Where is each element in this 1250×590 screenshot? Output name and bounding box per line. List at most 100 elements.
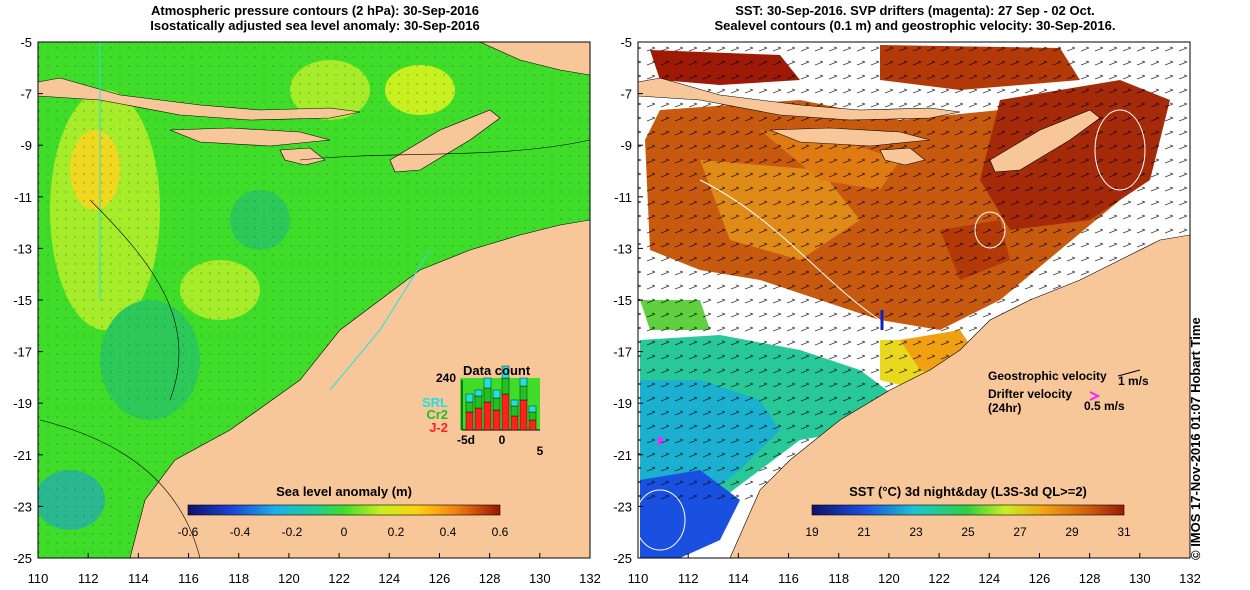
data-count-bar	[483, 401, 492, 431]
data-count-bar	[465, 411, 474, 431]
y-tick-label: -13	[613, 241, 632, 256]
sst-tick: 31	[1117, 525, 1131, 539]
data-count-bar	[465, 393, 474, 403]
timor-island	[389, 109, 501, 173]
sealevel-contour	[974, 211, 1006, 249]
sealevel-contour	[699, 179, 881, 321]
y-tick-label: -23	[613, 499, 632, 514]
y-tick-label: -19	[13, 396, 32, 411]
y-tick-label: -25	[613, 551, 632, 566]
sla-colorbar-label: Sea level anomaly (m)	[276, 484, 412, 499]
sla-tick: -0.6	[178, 525, 199, 539]
x-tick-label: 130	[529, 571, 551, 586]
sst-colorbar-ramp	[811, 504, 1125, 516]
drifter-velocity-scale: 0.5 m/s	[1084, 399, 1125, 413]
x-tick-label: 112	[78, 571, 99, 586]
sealevel-contour	[638, 489, 686, 551]
data-count-bar	[528, 405, 537, 413]
data-count-inset: Data count 240 SRL Cr2 J-2 -5d 0 5	[422, 363, 544, 458]
data-count-bars	[465, 365, 537, 431]
x-tick-label: 122	[328, 571, 350, 586]
dc-xlabel-5: 5	[537, 444, 544, 458]
lesser-sunda-islands	[169, 127, 331, 147]
sst-tick: 23	[909, 525, 923, 539]
x-tick-label: 120	[278, 571, 300, 586]
drifter-velocity-sublabel: (24hr)	[988, 401, 1021, 415]
geo-velocity-label: Geostrophic velocity	[988, 369, 1107, 383]
x-tick-label: 132	[1179, 571, 1201, 586]
velocity-legend: Geostrophic velocity 1 m/s Drifter veloc…	[988, 369, 1149, 415]
data-count-bar	[474, 407, 483, 431]
y-tick-label: -21	[13, 448, 32, 463]
y-tick-label: -9	[620, 138, 632, 153]
left-axes: 110 112 114 116 118 120 122 124 126 128 130 132 -5 -7…	[13, 35, 601, 586]
timor-island	[989, 109, 1101, 173]
sla-colorbar-ticks: -0.6 -0.4 -0.2 0 0.2 0.4 0.6	[178, 525, 509, 539]
data-count-bar	[492, 397, 501, 411]
data-count-bar	[483, 377, 492, 389]
data-count-ymax: 240	[436, 371, 456, 385]
left-title: Atmospheric pressure contours (2 hPa): 3…	[40, 3, 590, 33]
drifter-velocity-arrow	[1089, 391, 1101, 401]
sla-tick: 0	[341, 525, 348, 539]
right-map	[638, 42, 1190, 558]
drifter-track-magenta	[658, 436, 664, 446]
sla-tick: 0.6	[492, 525, 509, 539]
data-count-bar	[501, 377, 510, 395]
y-tick-label: -17	[613, 345, 632, 360]
x-tick-label: 118	[228, 571, 249, 586]
x-tick-label: 128	[1079, 571, 1101, 586]
australia-land	[729, 234, 1190, 558]
x-tick-label: 126	[1029, 571, 1051, 586]
sla-tick: -0.2	[282, 525, 303, 539]
y-tick-label: -25	[13, 551, 32, 566]
y-tick-label: -7	[20, 87, 32, 102]
y-tick-label: -11	[14, 190, 32, 205]
x-tick-label: 122	[928, 571, 950, 586]
pressure-contour	[39, 419, 201, 558]
data-count-bar	[492, 409, 501, 431]
y-tick-label: -21	[613, 448, 632, 463]
geo-velocity-scale: 1 m/s	[1118, 374, 1149, 388]
data-count-bar	[510, 399, 519, 407]
right-axes: 110 112 114 116 118 120 122 124 126 128 130 132 -5 -7…	[613, 35, 1201, 586]
sumba-island	[879, 147, 926, 166]
legend-cr2: Cr2	[426, 407, 448, 422]
sealevel-contour	[1094, 109, 1146, 191]
left-map	[38, 42, 590, 558]
data-count-bar	[528, 419, 537, 431]
pressure-contour	[89, 199, 180, 401]
sst-tick: 19	[805, 525, 819, 539]
data-count-bar	[501, 365, 510, 379]
right-title-line1: SST: 30-Sep-2016. SVP drifters (magenta)…	[735, 3, 1095, 18]
sst-tick: 25	[961, 525, 975, 539]
legend-j2: J-2	[429, 420, 448, 435]
data-count-title: Data count	[463, 363, 531, 378]
y-tick-label: -19	[613, 396, 632, 411]
sumba-island	[279, 147, 326, 166]
australia-land	[129, 219, 590, 558]
x-tick-label: 130	[1129, 571, 1151, 586]
data-count-bar	[465, 401, 474, 413]
sst-tick: 21	[857, 525, 871, 539]
left-title-line2: Isostatically adjusted sea level anomaly…	[150, 18, 480, 33]
x-tick-label: 132	[579, 571, 601, 586]
y-tick-label: -17	[13, 345, 32, 360]
dc-xlabel-neg5: -5d	[457, 433, 475, 447]
data-count-bar	[483, 387, 492, 403]
data-count-bar	[474, 389, 483, 397]
x-tick-label: 114	[728, 571, 749, 586]
java-bali-islands	[638, 77, 961, 121]
drifter-velocity-label: Drifter velocity	[988, 387, 1072, 401]
x-tick-label: 124	[978, 571, 1000, 586]
data-count-bar	[519, 399, 528, 431]
sst-tick: 29	[1065, 525, 1079, 539]
sla-colorbar: Sea level anomaly (m) -0.6 -0.4 -0.2 0 0…	[178, 484, 509, 539]
sla-tick: -0.4	[230, 525, 251, 539]
sla-colorbar-ramp	[187, 504, 501, 516]
data-count-bar	[519, 377, 528, 387]
x-tick-label: 128	[479, 571, 501, 586]
x-tick-label: 124	[378, 571, 400, 586]
data-count-bar	[501, 393, 510, 431]
left-title-line1: Atmospheric pressure contours (2 hPa): 3…	[151, 3, 479, 18]
